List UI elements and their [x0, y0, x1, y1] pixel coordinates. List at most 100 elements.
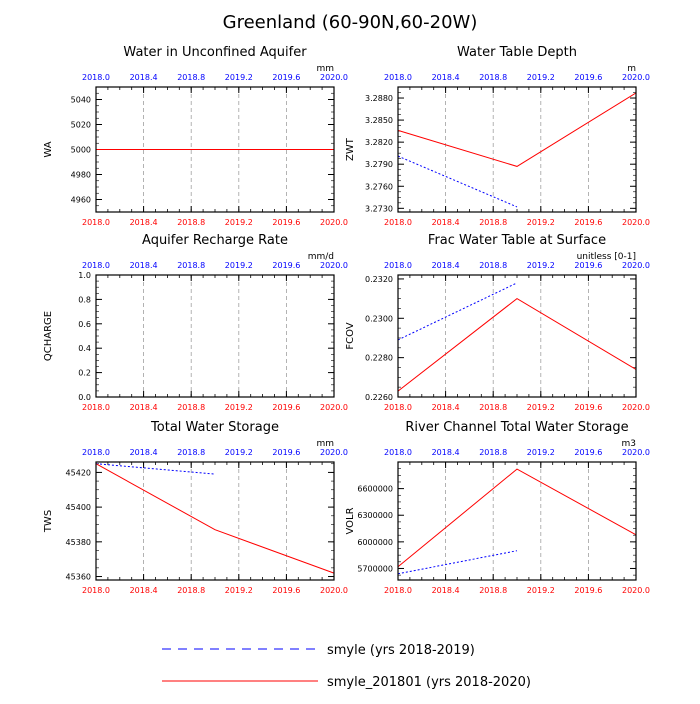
y-tick-label: 3.2820: [365, 138, 393, 147]
y-tick-label: 3.2730: [365, 204, 393, 213]
x-tick-label-bottom: 2019.2: [527, 403, 555, 412]
units-label: mm: [316, 64, 334, 74]
chart-panel-2: Water Table Depth m ZWT 2018.0 2018.0 2018.4 2…: [345, 45, 650, 227]
x-tick-label-bottom: 2019.6: [272, 218, 300, 227]
y-tick-label: 0.0: [78, 393, 91, 402]
x-tick-label-bottom: 2018.8: [177, 218, 205, 227]
y-tick-label: 0.2300: [365, 314, 393, 323]
y-tick-label: 0.2: [78, 369, 91, 378]
x-tick-label-bottom: 2019.6: [574, 586, 602, 595]
x-tick-label-top: 2019.6: [272, 448, 300, 457]
y-tick-label: 45400: [66, 503, 91, 512]
y-axis-label: WA: [43, 141, 54, 157]
y-tick-label: 0.6: [78, 320, 91, 329]
x-tick-label-bottom: 2020.0: [622, 586, 650, 595]
y-tick-label: 45360: [66, 573, 91, 582]
y-tick-label: 6000000: [357, 538, 393, 547]
x-tick-label-bottom: 2018.4: [432, 403, 460, 412]
x-tick-label-top: 2019.6: [272, 73, 300, 82]
x-tick-label-top: 2018.4: [130, 73, 158, 82]
x-tick-label-bottom: 2020.0: [622, 403, 650, 412]
x-tick-label-bottom: 2018.0: [384, 586, 412, 595]
units-label: m3: [622, 439, 637, 449]
x-tick-label-top: 2019.2: [527, 73, 555, 82]
x-tick-label-top: 2018.0: [384, 448, 412, 457]
x-tick-label-top: 2018.8: [177, 261, 205, 270]
x-tick-label-top: 2018.0: [384, 261, 412, 270]
x-tick-label-top: 2020.0: [320, 73, 348, 82]
legend-label-smyle-201801: smyle_201801 (yrs 2018-2020): [327, 675, 531, 690]
series-line-smyle-201801: [95, 463, 335, 574]
figure-title: Greenland (60-90N,60-20W): [223, 12, 478, 33]
chart-panel-4: Frac Water Table at Surface unitless [0-1…: [345, 233, 650, 412]
y-tick-label: 5040: [71, 96, 91, 105]
x-tick-label-top: 2018.8: [177, 448, 205, 457]
x-tick-label-bottom: 2019.6: [272, 403, 300, 412]
x-tick-label-bottom: 2018.4: [432, 218, 460, 227]
series-line-smyle: [397, 550, 518, 575]
series-line-smyle: [397, 282, 518, 341]
x-tick-label-top: 2018.0: [384, 73, 412, 82]
x-tick-label-bottom: 2019.6: [574, 403, 602, 412]
x-tick-label-top: 2019.2: [527, 448, 555, 457]
y-axis-label: TWS: [43, 510, 54, 533]
x-tick-label-bottom: 2018.0: [384, 218, 412, 227]
x-tick-label-top: 2020.0: [622, 261, 650, 270]
y-tick-label: 6300000: [357, 511, 393, 520]
x-tick-label-bottom: 2020.0: [320, 218, 348, 227]
x-tick-label-top: 2018.8: [479, 448, 507, 457]
plot-frame: [95, 274, 335, 398]
x-tick-label-top: 2018.0: [82, 73, 110, 82]
units-label: mm/d: [308, 252, 334, 262]
y-tick-label: 3.2760: [365, 182, 393, 191]
x-tick-label-bottom: 2018.0: [82, 218, 110, 227]
x-tick-label-bottom: 2018.8: [479, 218, 507, 227]
x-tick-label-top: 2018.4: [130, 448, 158, 457]
plot-frame: [397, 86, 637, 213]
chart-title: Total Water Storage: [150, 420, 279, 435]
x-tick-label-bottom: 2018.8: [177, 403, 205, 412]
y-tick-label: 0.2320: [365, 275, 393, 284]
chart-title: Aquifer Recharge Rate: [142, 233, 288, 248]
x-tick-label-top: 2018.4: [432, 448, 460, 457]
x-tick-label-top: 2020.0: [622, 73, 650, 82]
x-tick-label-bottom: 2018.4: [130, 586, 158, 595]
x-tick-label-top: 2019.6: [574, 261, 602, 270]
y-axis-label: VOLR: [345, 507, 356, 534]
x-tick-label-top: 2019.2: [225, 261, 253, 270]
y-tick-label: 6600000: [357, 485, 393, 494]
chart-panels: Water in Unconfined Aquifer mm WA 2018.0 201…: [43, 45, 650, 595]
y-tick-label: 1.0: [78, 271, 91, 280]
y-tick-label: 0.8: [78, 295, 91, 304]
series-line-smyle-201801: [397, 92, 637, 167]
y-tick-label: 0.2260: [365, 393, 393, 402]
y-tick-label: 0.4: [78, 344, 91, 353]
y-tick-label: 3.2880: [365, 94, 393, 103]
x-tick-label-bottom: 2019.6: [272, 586, 300, 595]
y-axis-label: QCHARGE: [43, 311, 54, 361]
chart-title: Water in Unconfined Aquifer: [123, 45, 307, 60]
x-tick-label-bottom: 2018.8: [479, 586, 507, 595]
chart-title: River Channel Total Water Storage: [405, 420, 628, 435]
x-tick-label-top: 2019.2: [225, 73, 253, 82]
x-tick-label-top: 2019.6: [574, 448, 602, 457]
x-tick-label-bottom: 2018.0: [384, 403, 412, 412]
y-tick-label: 45420: [66, 468, 91, 477]
plot-frame: [397, 461, 637, 581]
y-tick-label: 3.2790: [365, 160, 393, 169]
units-label: mm: [316, 439, 334, 449]
x-tick-label-top: 2020.0: [320, 261, 348, 270]
y-tick-label: 5020: [71, 121, 91, 130]
x-tick-label-top: 2018.0: [82, 261, 110, 270]
x-tick-label-top: 2018.8: [479, 261, 507, 270]
x-tick-label-top: 2018.4: [432, 73, 460, 82]
chart-panel-5: Total Water Storage mm TWS 2018.0 2018.0 2018…: [43, 420, 348, 595]
plot-frame: [95, 86, 335, 213]
x-tick-label-bottom: 2019.2: [527, 218, 555, 227]
y-tick-label: 45380: [66, 538, 91, 547]
x-tick-label-top: 2018.4: [130, 261, 158, 270]
plot-frame: [95, 461, 335, 581]
x-tick-label-bottom: 2019.2: [527, 586, 555, 595]
